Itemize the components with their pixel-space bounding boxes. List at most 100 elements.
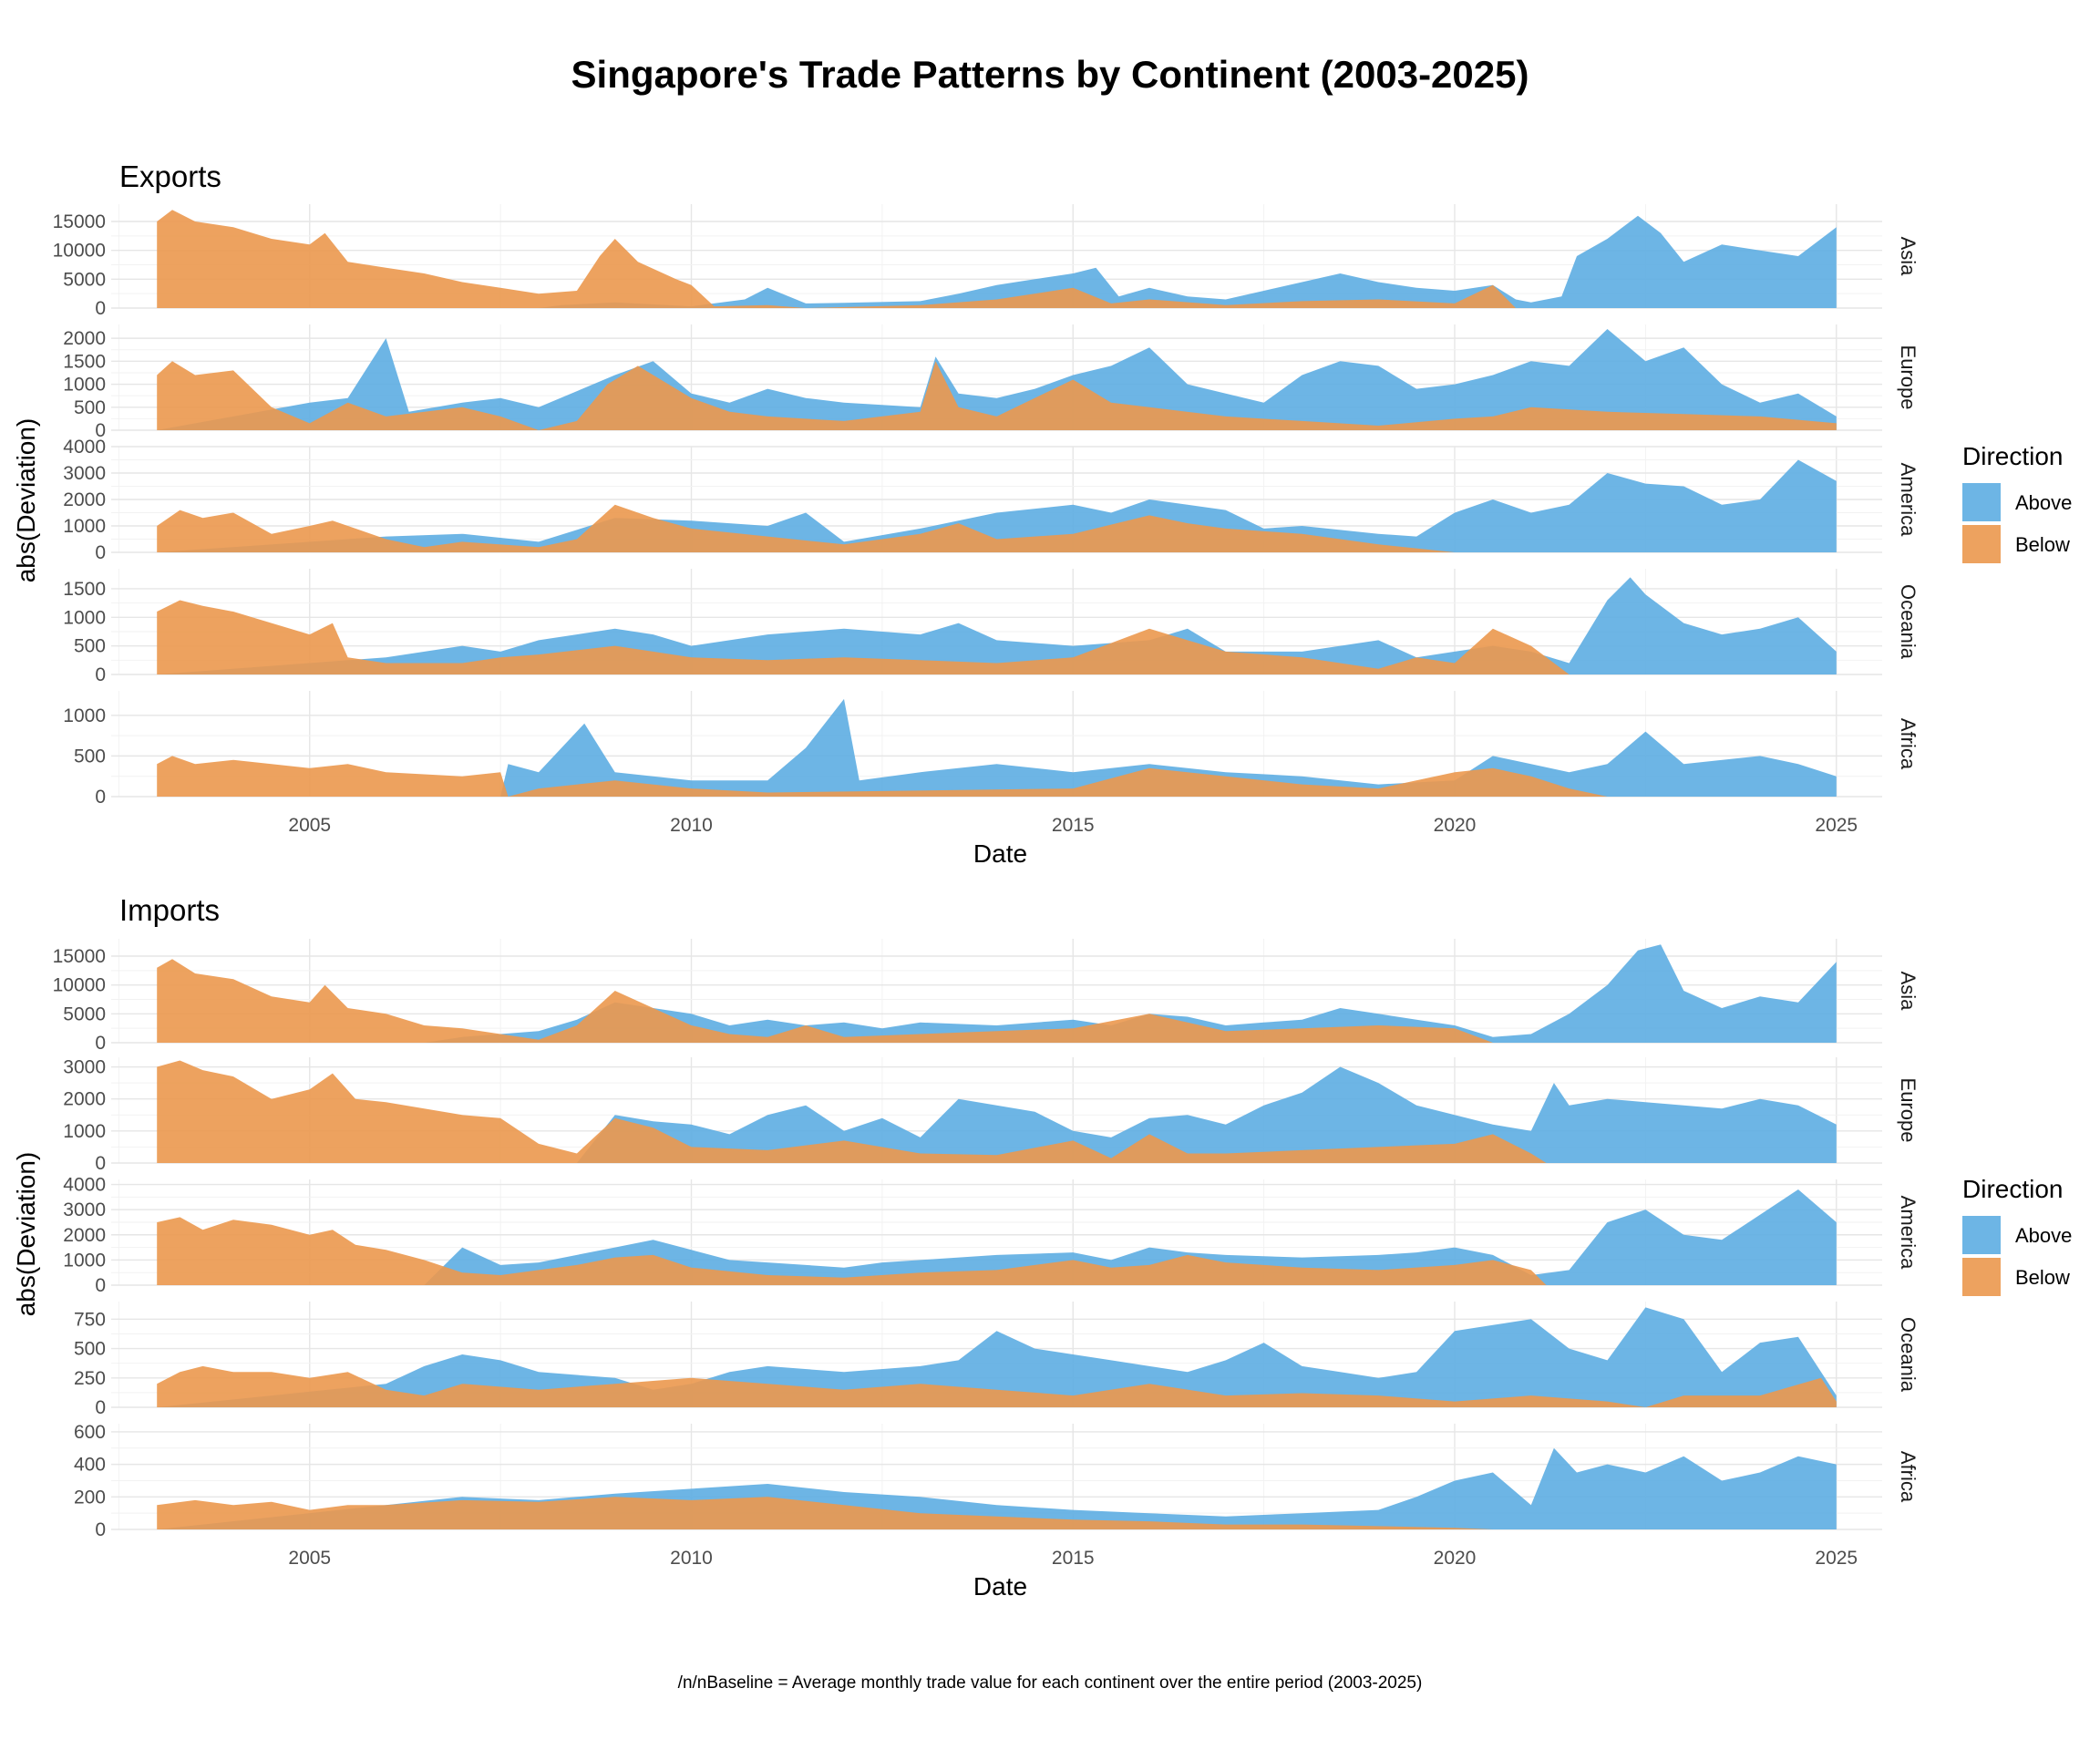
y-tick-label: 4000 bbox=[63, 437, 106, 458]
panel-oceania: 0 500 1000 1500 Oceania bbox=[63, 569, 1920, 685]
facet-label-europe: Europe bbox=[1897, 1078, 1920, 1143]
area-above bbox=[157, 944, 1837, 1043]
y-tick-label: 500 bbox=[74, 746, 106, 767]
area-above bbox=[157, 1307, 1837, 1407]
legend-label-above: Above bbox=[2015, 1224, 2072, 1247]
area-above bbox=[157, 698, 1837, 797]
y-tick-label: 0 bbox=[95, 664, 106, 685]
y-tick-label: 0 bbox=[95, 1397, 106, 1418]
y-tick-label: 1500 bbox=[63, 579, 106, 600]
section-title: Exports bbox=[119, 160, 221, 193]
panel-america: 0 1000 2000 3000 4000 America bbox=[63, 1175, 1920, 1296]
section-imports: Imports050001000015000Asia0100020003000E… bbox=[12, 893, 2072, 1601]
y-tick-label: 1000 bbox=[63, 607, 106, 628]
y-tick-label: 0 bbox=[95, 1153, 106, 1174]
legend-label-below: Below bbox=[2015, 533, 2070, 556]
y-tick-label: 5000 bbox=[63, 269, 106, 290]
area-below bbox=[157, 756, 1608, 797]
area-above bbox=[157, 1189, 1837, 1285]
x-tick-label: 2005 bbox=[288, 815, 331, 836]
facet-label-america: America bbox=[1897, 463, 1920, 537]
area-above bbox=[157, 1066, 1837, 1163]
area-below bbox=[157, 600, 1570, 674]
y-axis-title: abs(Deviation) bbox=[12, 1152, 40, 1317]
panel-europe: 0 1000 2000 3000 Europe bbox=[63, 1057, 1920, 1174]
x-tick-label: 2025 bbox=[1815, 815, 1858, 836]
area-below bbox=[157, 1060, 1547, 1163]
area-above bbox=[157, 459, 1837, 552]
legend: Direction Above Below bbox=[1962, 1175, 2072, 1296]
y-tick-label: 1000 bbox=[63, 705, 106, 726]
area-below bbox=[157, 959, 1493, 1043]
facet-label-africa: Africa bbox=[1897, 1451, 1920, 1503]
facet-label-africa: Africa bbox=[1897, 718, 1920, 770]
facet-label-asia: Asia bbox=[1897, 972, 1920, 1012]
legend-label-above: Above bbox=[2015, 491, 2072, 514]
area-below bbox=[157, 504, 1456, 552]
y-tick-label: 0 bbox=[95, 787, 106, 808]
facet-label-oceania: Oceania bbox=[1897, 1317, 1920, 1393]
y-tick-label: 15000 bbox=[53, 946, 106, 967]
y-tick-label: 1000 bbox=[63, 1121, 106, 1142]
x-tick-label: 2015 bbox=[1052, 1548, 1095, 1569]
x-tick-label: 2015 bbox=[1052, 815, 1095, 836]
area-above bbox=[157, 329, 1837, 430]
x-axis-title: Date bbox=[973, 839, 1027, 868]
x-tick-label: 2005 bbox=[288, 1548, 331, 1569]
legend-key-below bbox=[1962, 1258, 2001, 1296]
area-above bbox=[157, 215, 1837, 308]
y-tick-label: 750 bbox=[74, 1309, 106, 1330]
y-tick-label: 200 bbox=[74, 1487, 106, 1508]
legend-title: Direction bbox=[1962, 442, 2063, 470]
x-axis-title: Date bbox=[973, 1572, 1027, 1601]
y-tick-label: 3000 bbox=[63, 1057, 106, 1078]
section-exports: Exports050001000015000Asia05001000150020… bbox=[12, 160, 2072, 868]
y-tick-label: 10000 bbox=[53, 241, 106, 262]
section-title: Imports bbox=[119, 893, 220, 927]
x-tick-label: 2020 bbox=[1434, 1548, 1477, 1569]
y-tick-label: 500 bbox=[74, 1339, 106, 1360]
y-tick-label: 400 bbox=[74, 1455, 106, 1476]
legend: Direction Above Below bbox=[1962, 442, 2072, 563]
y-tick-label: 0 bbox=[95, 1033, 106, 1054]
y-tick-label: 2000 bbox=[63, 1225, 106, 1246]
y-tick-label: 0 bbox=[95, 542, 106, 563]
area-below bbox=[157, 1365, 1837, 1407]
x-tick-label: 2020 bbox=[1434, 815, 1477, 836]
y-tick-label: 2000 bbox=[63, 1089, 106, 1110]
legend-key-above bbox=[1962, 483, 2001, 521]
x-tick-label: 2010 bbox=[670, 815, 713, 836]
y-tick-label: 4000 bbox=[63, 1175, 106, 1196]
y-tick-label: 0 bbox=[95, 420, 106, 441]
y-tick-label: 15000 bbox=[53, 211, 106, 232]
y-tick-label: 10000 bbox=[53, 975, 106, 996]
area-below bbox=[157, 1217, 1547, 1285]
legend-key-above bbox=[1962, 1216, 2001, 1254]
area-above bbox=[157, 577, 1837, 674]
y-tick-label: 2000 bbox=[63, 489, 106, 510]
y-tick-label: 1000 bbox=[63, 516, 106, 537]
y-tick-label: 0 bbox=[95, 298, 106, 319]
y-tick-label: 1000 bbox=[63, 1250, 106, 1271]
y-tick-label: 5000 bbox=[63, 1004, 106, 1024]
figure-title: Singapore's Trade Patterns by Continent … bbox=[571, 53, 1529, 96]
facet-label-america: America bbox=[1897, 1196, 1920, 1270]
x-tick-label: 2025 bbox=[1815, 1548, 1858, 1569]
y-tick-label: 3000 bbox=[63, 463, 106, 484]
area-below bbox=[157, 1497, 1493, 1529]
panel-africa: 0 500 1000 Africa bbox=[63, 691, 1920, 808]
facet-label-europe: Europe bbox=[1897, 345, 1920, 410]
y-tick-label: 1000 bbox=[63, 375, 106, 396]
facet-label-oceania: Oceania bbox=[1897, 584, 1920, 660]
y-tick-label: 1500 bbox=[63, 351, 106, 372]
panel-asia: 0 5000 10000 15000 Asia bbox=[53, 204, 1920, 319]
panel-america: 0 1000 2000 3000 4000 America bbox=[63, 437, 1920, 563]
facet-label-asia: Asia bbox=[1897, 237, 1920, 277]
y-tick-label: 0 bbox=[95, 1519, 106, 1540]
y-tick-label: 0 bbox=[95, 1275, 106, 1296]
y-tick-label: 3000 bbox=[63, 1199, 106, 1220]
legend-label-below: Below bbox=[2015, 1266, 2070, 1289]
legend-title: Direction bbox=[1962, 1175, 2063, 1203]
